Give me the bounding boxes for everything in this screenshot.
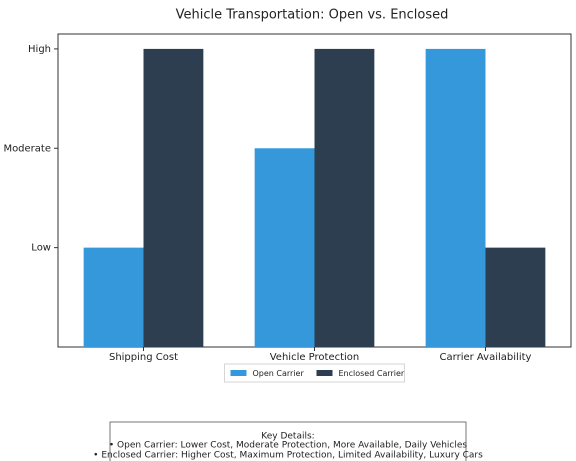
y-tick-label: High [28, 44, 51, 55]
x-tick-label: Shipping Cost [109, 352, 178, 363]
bar [314, 48, 375, 348]
chart-title: Vehicle Transportation: Open vs. Enclose… [176, 8, 449, 23]
bar [254, 148, 315, 347]
bar [485, 247, 546, 347]
legend-swatch [230, 370, 247, 376]
legend-swatch [316, 370, 333, 376]
notes-line: • Enclosed Carrier: Higher Cost, Maximum… [93, 451, 483, 461]
legend-label: Open Carrier [253, 369, 305, 378]
legend-label: Enclosed Carrier [339, 369, 405, 378]
y-tick-label: Low [31, 243, 51, 254]
notes-title: Key Details: [261, 432, 314, 442]
notes-box [109, 421, 467, 461]
notes-line: • Open Carrier: Lower Cost, Moderate Pro… [109, 441, 468, 451]
x-tick-label: Vehicle Protection [270, 352, 360, 363]
bar [425, 48, 486, 348]
bar [143, 48, 204, 348]
x-tick-label: Carrier Availability [440, 352, 532, 363]
bar [83, 247, 144, 347]
legend-box [224, 363, 405, 383]
y-tick-label: Moderate [3, 143, 51, 154]
